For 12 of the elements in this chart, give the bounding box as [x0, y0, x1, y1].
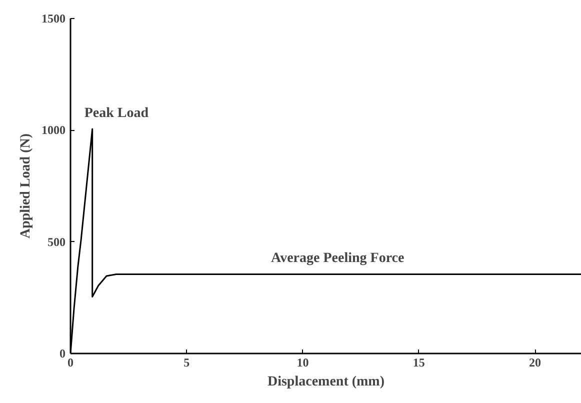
annotation: Peak Load [84, 106, 149, 122]
y-tick-label: 500 [48, 234, 66, 249]
y-tick-label: 1500 [42, 12, 66, 26]
annotation: Average Peeling Force [271, 251, 404, 266]
x-tick-label: 20 [529, 356, 542, 370]
x-tick-label: 15 [412, 356, 425, 370]
x-tick-label: 10 [296, 356, 309, 370]
x-axis-title: Displacement (mm) [267, 374, 385, 390]
y-tick-label: 0 [60, 346, 66, 360]
y-axis-title: Applied Load (N) [18, 133, 34, 239]
x-tick-label: 5 [184, 356, 190, 370]
y-tick-label: 1000 [42, 123, 66, 138]
